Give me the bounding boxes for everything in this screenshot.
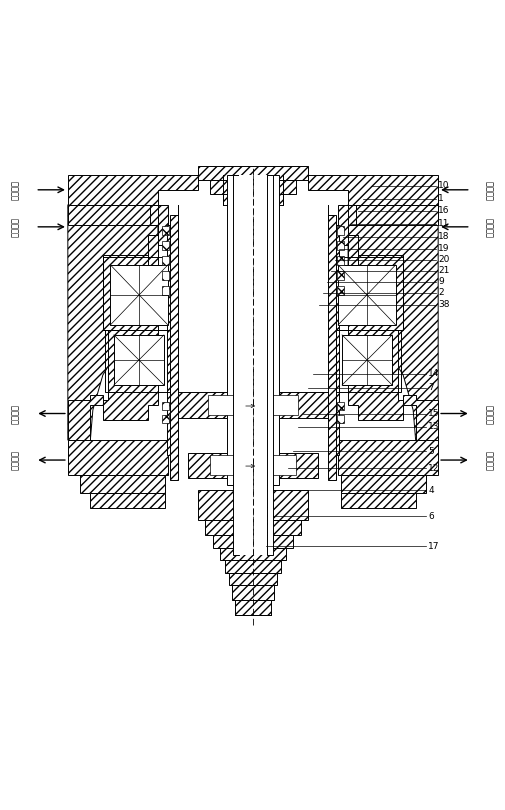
Bar [227,175,278,485]
Bar [210,180,295,194]
Text: 11: 11 [437,220,449,228]
Bar [225,561,280,573]
Bar [162,403,169,410]
Bar [68,205,158,225]
Polygon shape [103,255,158,420]
Bar [336,286,343,295]
Bar [336,226,343,235]
Bar [340,475,425,492]
Text: 高压水出: 高压水出 [485,450,494,470]
Bar [150,205,160,225]
Bar [327,215,335,480]
Bar [178,393,327,417]
Text: 20: 20 [437,255,448,264]
Bar [347,235,358,265]
Bar [150,235,158,255]
Bar [170,215,178,480]
Text: 16: 16 [437,207,449,215]
Bar [167,225,178,455]
Polygon shape [347,205,437,440]
Bar [341,335,391,385]
Text: 低压水进: 低压水进 [11,217,20,237]
Bar [210,455,295,475]
Text: 19: 19 [437,245,449,254]
Bar [337,205,347,245]
Text: 高压水出: 高压水出 [11,450,20,470]
Bar [238,175,267,555]
Text: 10: 10 [437,181,449,190]
Text: 21: 21 [437,266,448,275]
Bar [162,241,169,249]
Polygon shape [68,175,197,205]
Text: 13: 13 [427,422,439,431]
Polygon shape [308,175,437,205]
Text: 低压水出: 低压水出 [485,403,494,424]
Bar [197,166,308,180]
Bar [235,600,270,615]
Text: 12: 12 [427,463,439,472]
Bar [327,225,338,455]
Bar [336,403,343,410]
Bar [336,271,343,280]
Text: 17: 17 [427,542,439,551]
Text: 7: 7 [427,383,433,393]
Bar [162,286,169,295]
Bar [68,440,168,475]
Bar [231,585,274,600]
Text: 5: 5 [427,446,433,455]
Bar [267,175,273,555]
Bar [103,258,175,330]
Bar [114,335,164,385]
Bar [90,492,165,508]
Text: 1: 1 [437,194,443,203]
Text: 9: 9 [437,277,443,287]
Bar [220,548,285,561]
Polygon shape [68,395,103,440]
Bar [162,256,169,265]
Bar [337,265,395,325]
Bar [345,205,355,225]
Text: 高压水进: 高压水进 [11,180,20,200]
Bar [110,265,168,325]
Bar [330,258,402,330]
Bar [232,175,238,555]
Bar [336,241,343,249]
Polygon shape [347,205,402,217]
Polygon shape [103,205,158,217]
Bar [158,205,168,245]
Bar [336,415,343,423]
Polygon shape [347,255,402,420]
Bar [213,535,292,548]
Bar [336,256,343,265]
Text: 低压水进: 低压水进 [485,217,494,237]
Polygon shape [402,395,437,440]
Bar [147,235,158,265]
Bar [187,453,318,478]
Text: 38: 38 [437,301,449,309]
Bar [162,271,169,280]
Bar [347,235,355,255]
Bar [337,440,437,475]
Bar [162,226,169,235]
Bar [340,492,415,508]
Text: 15: 15 [427,409,439,418]
Text: 6: 6 [427,512,433,521]
Text: 4: 4 [427,485,433,495]
Bar [105,330,170,393]
Bar [208,395,297,415]
Bar [223,194,282,205]
Text: 14: 14 [427,369,439,378]
Text: 低压水出: 低压水出 [11,403,20,424]
Bar [347,205,437,225]
Text: 18: 18 [437,232,449,241]
Polygon shape [68,205,158,440]
Bar [80,475,165,492]
Bar [229,573,276,585]
Bar [197,490,308,520]
Bar [205,520,300,535]
Text: 2: 2 [437,288,443,297]
Bar [335,330,400,393]
Bar [162,415,169,423]
Text: 高压水进: 高压水进 [485,180,494,200]
